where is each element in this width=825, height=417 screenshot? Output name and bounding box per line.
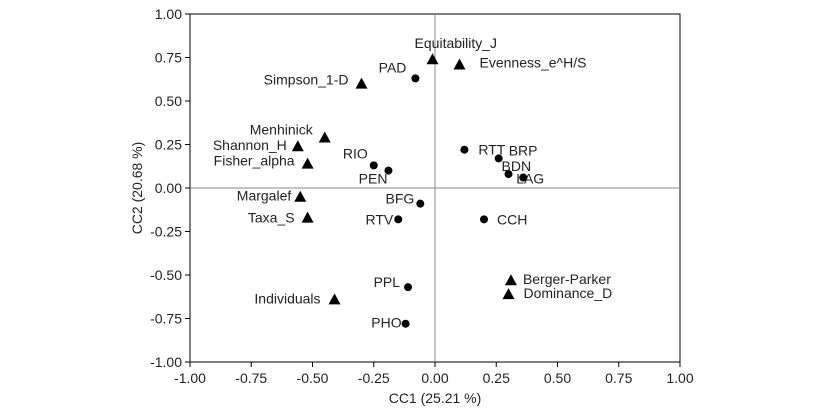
y-tick-label: -0.50	[150, 267, 182, 283]
point-label: Margalef	[237, 188, 292, 204]
point-marker-pho	[401, 319, 410, 328]
data-points	[291, 53, 528, 328]
y-axis-title: CC2 (20.68 %)	[129, 142, 145, 235]
x-tick-label: 0.25	[483, 370, 510, 386]
point-label: PEN	[359, 171, 388, 187]
point-label: RIO	[343, 145, 368, 161]
point-label: CCH	[497, 211, 527, 227]
point-label: LAG	[516, 171, 544, 187]
x-tick-label: 0.50	[544, 370, 571, 386]
point-label: PHO	[371, 315, 401, 331]
triangle-marker-equitability-j	[426, 53, 439, 65]
x-axis-ticks: -1.00 -0.75 -0.50 -0.25 0.00 0.25 0.50 0.75 1.00	[174, 362, 694, 386]
triangle-marker-dominance-d	[502, 288, 515, 300]
point-label: Equitability_J	[415, 35, 498, 51]
point-label: Fisher_alpha	[214, 153, 295, 169]
point-label: Evenness_e^H/S	[480, 54, 587, 70]
y-tick-label: -1.00	[150, 354, 182, 370]
x-tick-label: -1.00	[174, 370, 206, 386]
point-marker-rtt	[460, 145, 469, 154]
point-label: BRP	[509, 142, 538, 158]
x-tick-label: -0.50	[297, 370, 329, 386]
triangle-marker-shannon-h	[291, 140, 304, 152]
triangle-marker-individuals	[328, 293, 341, 305]
point-label: Menhinick	[250, 122, 314, 138]
point-label: BFG	[386, 191, 415, 207]
triangle-marker-simpson-1-d	[355, 77, 368, 89]
y-tick-label: -0.75	[150, 311, 182, 327]
triangle-marker-margalef	[294, 190, 307, 202]
triangle-marker-fisher-alpha	[301, 157, 314, 169]
point-marker-bfg	[416, 199, 425, 208]
y-axis-ticks: 1.00 0.75 0.50 0.25 0.00 -0.25 -0.50 -0.75 -1.00	[150, 6, 190, 370]
point-label: Dominance_D	[524, 285, 613, 301]
y-tick-label: -0.25	[150, 224, 182, 240]
y-tick-label: 1.00	[155, 6, 182, 22]
point-marker-ppl	[404, 283, 413, 292]
point-marker-rio	[369, 161, 378, 170]
x-tick-label: 1.00	[666, 370, 693, 386]
y-tick-label: 0.75	[155, 50, 182, 66]
point-marker-pen	[384, 166, 393, 175]
point-label: RTT	[478, 142, 505, 158]
y-tick-label: 0.25	[155, 137, 182, 153]
triangle-marker-evenness-e-h-s	[453, 58, 466, 70]
point-marker-lag	[519, 173, 528, 182]
triangle-marker-menhinick	[318, 131, 331, 143]
point-marker-rtv	[394, 215, 403, 224]
point-marker-pad	[411, 74, 420, 83]
point-label: RTV	[366, 211, 394, 227]
x-axis-title: CC1 (25.21 %)	[389, 390, 482, 406]
point-marker-brp	[494, 154, 503, 163]
point-label: Taxa_S	[248, 210, 295, 226]
y-tick-label: 0.50	[155, 93, 182, 109]
x-tick-label: -0.25	[358, 370, 390, 386]
point-marker-cch	[480, 215, 488, 224]
triangle-marker-taxa-s	[301, 211, 314, 223]
x-tick-label: -0.75	[235, 370, 267, 386]
point-label: Shannon_H	[213, 137, 287, 153]
point-label: BDN	[502, 158, 532, 174]
point-label: PPL	[374, 274, 401, 290]
point-label: Simpson_1-D	[264, 72, 349, 88]
point-label: Berger-Parker	[523, 271, 611, 287]
point-label: Individuals	[254, 290, 320, 306]
triangle-marker-berger-parker	[504, 274, 517, 286]
y-tick-label: 0.00	[155, 180, 182, 196]
x-tick-label: 0.00	[421, 370, 448, 386]
x-tick-label: 0.75	[605, 370, 632, 386]
point-label: PAD	[379, 59, 407, 75]
point-marker-bdn	[504, 170, 513, 179]
